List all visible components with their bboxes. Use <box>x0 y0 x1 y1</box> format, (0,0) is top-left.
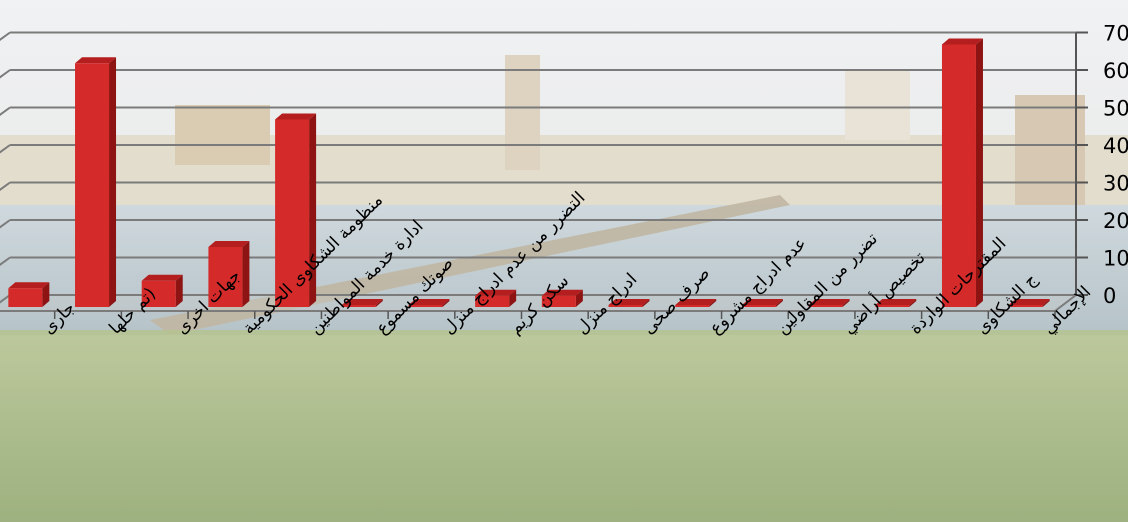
bar-top <box>475 289 517 296</box>
bars <box>8 38 1050 307</box>
bar-top <box>608 299 650 305</box>
bar <box>341 299 383 307</box>
bar-top <box>75 57 117 64</box>
category-label: ادارة خدمة المواطنين <box>305 217 427 339</box>
gridline-side <box>0 31 11 42</box>
bar-top <box>408 299 450 305</box>
bar-top <box>675 299 717 305</box>
y-tick-label: 60 <box>1103 59 1128 83</box>
bar <box>141 274 183 307</box>
y-tick-label: 30 <box>1103 172 1128 196</box>
gridline-side <box>0 181 11 192</box>
bar-top <box>208 241 250 247</box>
bar-side <box>775 299 783 307</box>
bar <box>275 113 317 307</box>
bar-side <box>909 299 917 307</box>
bar-side <box>642 299 650 307</box>
bar-front <box>475 295 510 307</box>
bar-top <box>141 274 183 281</box>
bar-side <box>509 289 517 307</box>
y-tick-label: 20 <box>1103 209 1128 233</box>
bar <box>541 289 583 307</box>
bar <box>475 289 517 307</box>
bar-side <box>42 282 50 307</box>
bar-top <box>741 299 783 305</box>
bar-top <box>275 113 317 120</box>
bar-front <box>208 247 243 307</box>
bar <box>75 57 117 307</box>
gridline-side <box>0 106 11 117</box>
bar-front <box>1008 305 1043 307</box>
bar-front <box>75 63 110 307</box>
bar <box>808 299 850 307</box>
y-tick-label: 50 <box>1103 97 1128 121</box>
bar <box>941 38 983 307</box>
y-tick-label: 10 <box>1103 247 1128 271</box>
bar-side <box>242 241 250 307</box>
bar-top <box>341 299 383 305</box>
axes <box>0 31 1088 319</box>
bar <box>208 241 250 307</box>
bar-top <box>875 299 917 305</box>
bar-front <box>675 305 710 307</box>
bar-side <box>975 38 983 307</box>
y-tick-label: 0 <box>1103 284 1116 308</box>
bar-front <box>275 119 310 307</box>
bar <box>608 299 650 307</box>
bar <box>875 299 917 307</box>
bar-side <box>375 299 383 307</box>
bar-front <box>741 305 776 307</box>
bar-front <box>875 305 910 307</box>
bar-front <box>8 288 43 307</box>
bar-front <box>141 280 176 307</box>
bar-side <box>709 299 717 307</box>
bar-front <box>408 305 443 307</box>
bar-side <box>575 289 583 307</box>
bar-top <box>1008 299 1050 305</box>
y-tick-label: 70 <box>1103 22 1128 46</box>
gridline-side <box>0 219 11 229</box>
bar <box>408 299 450 307</box>
bar-side <box>309 113 317 307</box>
bar-top <box>8 282 50 289</box>
bar-front <box>808 305 843 307</box>
bar-side <box>1042 299 1050 307</box>
bar <box>675 299 717 307</box>
bar <box>1008 299 1050 307</box>
bar <box>741 299 783 307</box>
bar <box>8 282 50 307</box>
bar-side <box>109 57 117 307</box>
y-tick-labels: 0 10 20 30 40 50 60 70 <box>1103 22 1128 309</box>
bar-top <box>541 289 583 296</box>
bar-top <box>941 38 983 45</box>
gridline-side <box>0 144 11 154</box>
y-tick-label: 40 <box>1103 134 1128 158</box>
bar-front <box>608 305 643 307</box>
bar-side <box>842 299 850 307</box>
bar-side <box>175 274 183 307</box>
bar-front <box>941 44 976 307</box>
gridline-side <box>0 256 11 267</box>
bar-top <box>808 299 850 305</box>
bar-front <box>541 295 576 307</box>
bar-front <box>341 305 376 307</box>
bar-side <box>442 299 450 307</box>
gridline-side <box>0 69 11 79</box>
